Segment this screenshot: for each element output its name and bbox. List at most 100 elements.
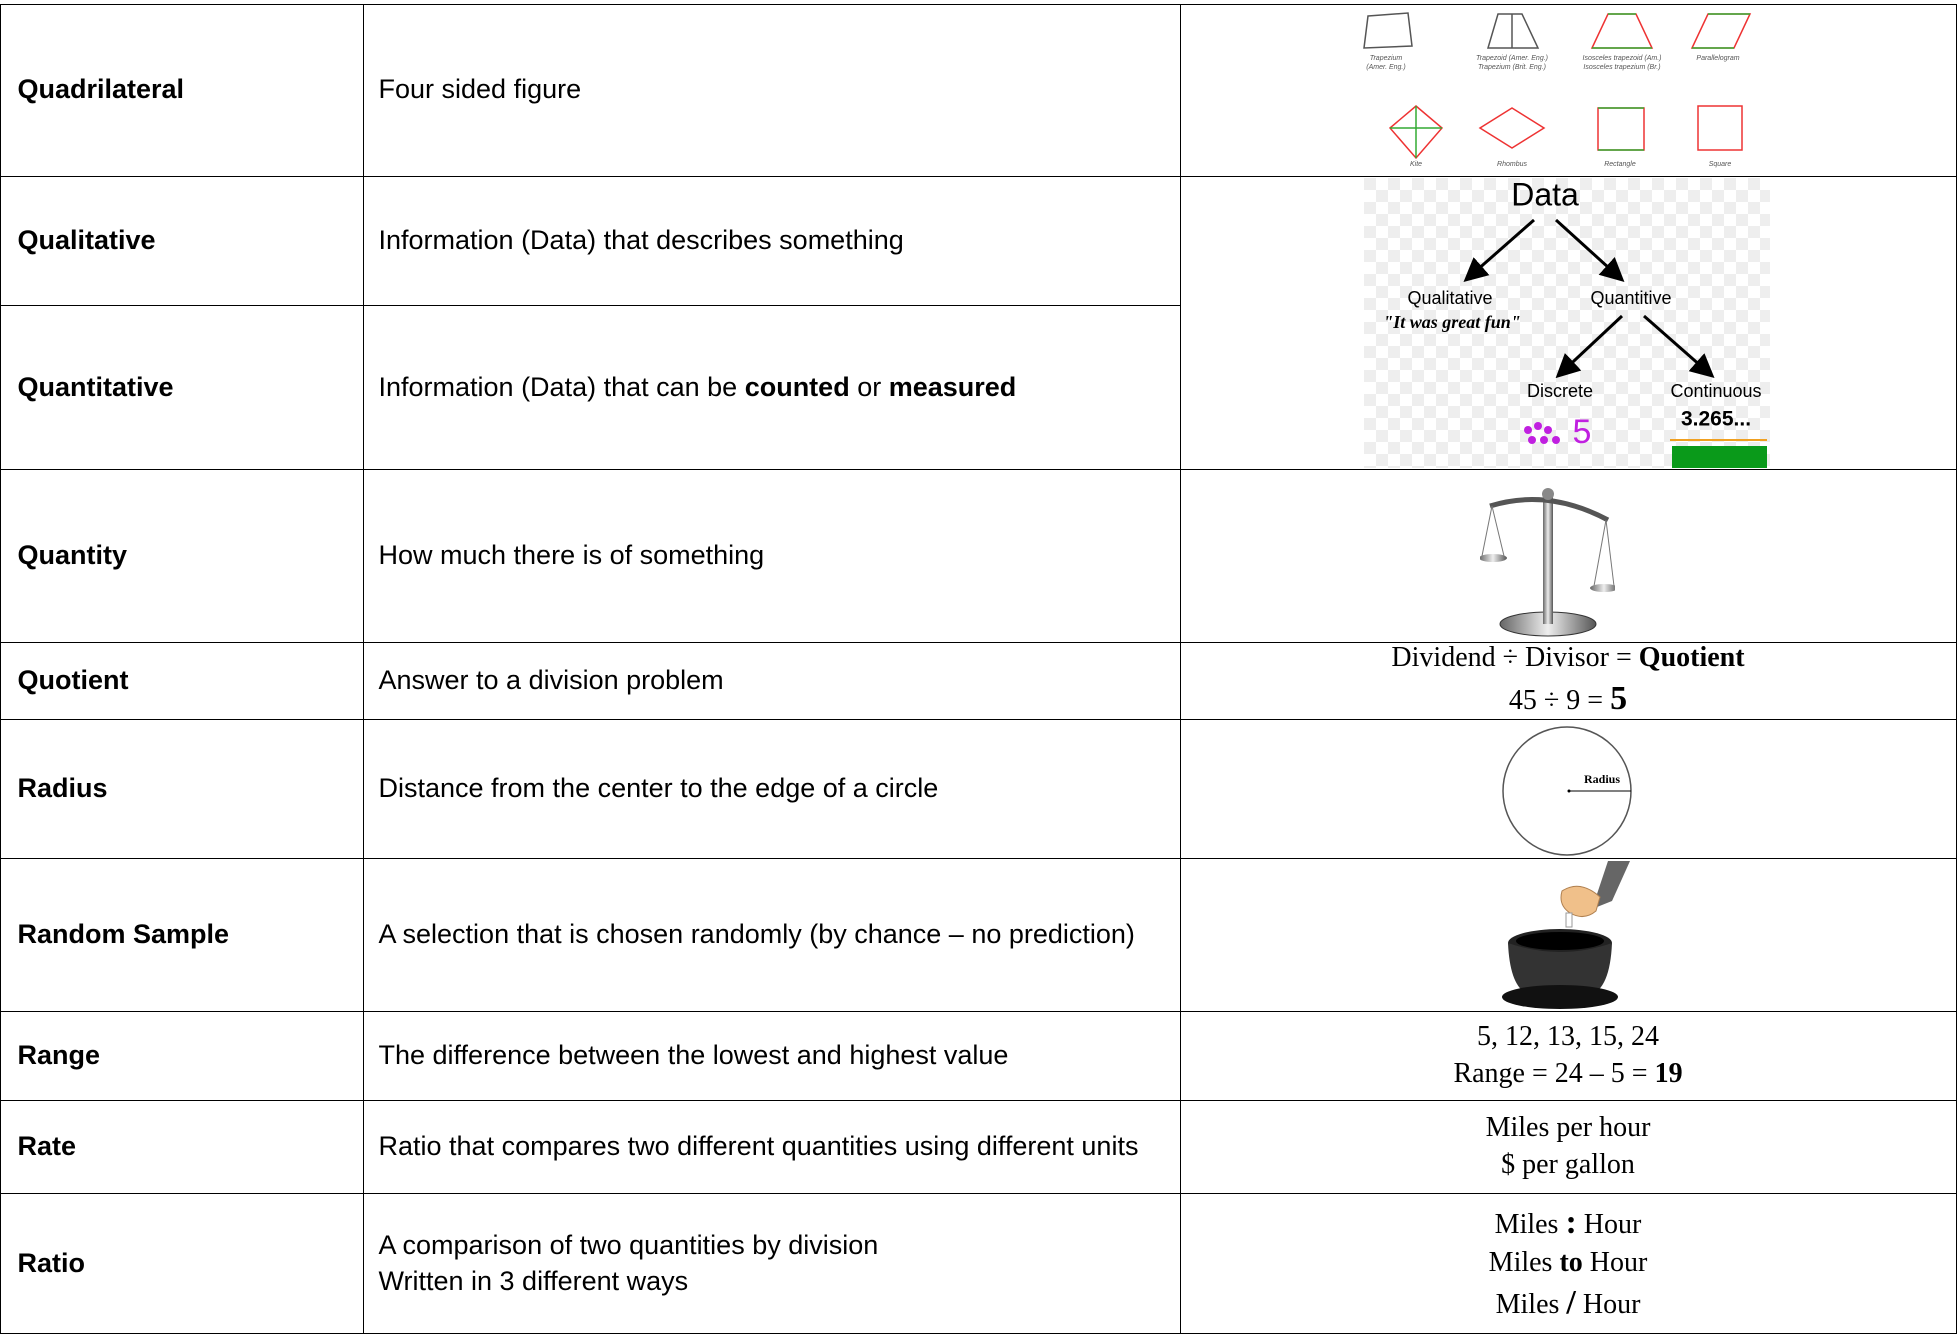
example-text: Dividend ÷ Divisor = Quotient 45 ÷ 9 = 5 xyxy=(1391,640,1744,721)
example-segment: 45 ÷ 9 = xyxy=(1508,684,1611,716)
example-text: Miles per hour $ per gallon xyxy=(1486,1110,1651,1183)
term-cell: Radius xyxy=(0,719,364,859)
example-segment: 5, 12, 13, 15, 24 xyxy=(1477,1021,1659,1053)
definition-line: How much there is of something xyxy=(379,537,765,573)
diagram-node: Discrete xyxy=(1527,381,1593,401)
example-segment: Miles per hour xyxy=(1485,1112,1651,1144)
definition-segment: Information (Data) that describes someth… xyxy=(378,225,904,256)
definition-line: The difference between the lowest and hi… xyxy=(379,1037,1009,1073)
example-segment: Range = 24 – 5 = xyxy=(1453,1057,1655,1089)
definition-line: A selection that is chosen randomly (by … xyxy=(379,916,1135,952)
example-segment: / xyxy=(1566,1284,1576,1322)
definition-segment: Four sided figure xyxy=(378,74,582,105)
definition-line: Answer to a division problem xyxy=(379,662,724,698)
definition-text: How much there is of something xyxy=(379,537,765,573)
example-cell: 5, 12, 13, 15, 24 Range = 24 – 5 = 19 xyxy=(1180,1011,1957,1101)
example-cell: Miles per hour $ per gallon xyxy=(1180,1100,1957,1194)
term-cell: Quantitative xyxy=(0,305,364,470)
quadrilateral-label: Trapezium (Brit. Eng.) xyxy=(1478,64,1546,71)
hat-picture xyxy=(1502,861,1630,1009)
example-text: Miles : Hour Miles to Hour Miles / Hour xyxy=(1489,1201,1648,1326)
definition-segment: A selection that is chosen randomly (by … xyxy=(378,919,1135,950)
term: Ratio xyxy=(17,1247,86,1278)
example-cell xyxy=(1180,719,1957,859)
example-segment: Hour xyxy=(1576,1208,1642,1240)
definition-cell: Information (Data) that describes someth… xyxy=(363,176,1181,306)
example-cell xyxy=(1180,858,1957,1012)
definition-text: Four sided figure xyxy=(379,71,582,107)
diagram-node: Quantitive xyxy=(1590,288,1671,308)
term-cell: Range xyxy=(0,1011,364,1101)
example-segment: Hour xyxy=(1575,1289,1641,1321)
definition-segment: Distance from the center to the edge of … xyxy=(378,773,939,804)
quadrilateral-label: Isosceles trapezium (Br.) xyxy=(1583,64,1660,71)
diagram-discrete-example: 5 xyxy=(1573,413,1592,451)
term: Qualitative xyxy=(17,225,156,255)
term-cell: Ratio xyxy=(0,1193,364,1334)
example-cell: Miles : Hour Miles to Hour Miles / Hour xyxy=(1180,1193,1957,1334)
example-segment: to xyxy=(1559,1246,1583,1278)
example-line: Range = 24 – 5 = 19 xyxy=(1453,1056,1682,1092)
quadrilateral-label: (Amer. Eng.) xyxy=(1366,64,1405,71)
definition-segment: measured xyxy=(888,371,1017,402)
example-line: 5, 12, 13, 15, 24 xyxy=(1453,1019,1682,1055)
definition-line: Ratio that compares two different quanti… xyxy=(379,1128,1139,1164)
example-line: Dividend ÷ Divisor = Quotient xyxy=(1391,640,1744,676)
example-text: 5, 12, 13, 15, 24 Range = 24 – 5 = 19 xyxy=(1453,1019,1682,1092)
definition-cell: How much there is of something xyxy=(363,469,1181,643)
quadrilateral-label: Square xyxy=(1709,161,1732,168)
data-diagram: Data Qualitative Quantitive "It was grea… xyxy=(1364,178,1770,468)
diagram-quote: "It was great fun" xyxy=(1383,312,1521,332)
term: Quantity xyxy=(17,540,128,570)
term: Quotient xyxy=(17,665,129,695)
definition-text: Information (Data) that can be counted o… xyxy=(379,369,1017,405)
definition-cell: Ratio that compares two different quanti… xyxy=(363,1100,1181,1194)
example-line: Miles : Hour xyxy=(1489,1201,1648,1245)
example-cell: Dividend ÷ Divisor = Quotient 45 ÷ 9 = 5 xyxy=(1180,640,1957,721)
quadrilateral-label: Trapezium xyxy=(1370,55,1403,62)
example-segment: Miles xyxy=(1488,1246,1560,1278)
definition-cell: Distance from the center to the edge of … xyxy=(363,719,1181,859)
example-cell xyxy=(1180,176,1957,470)
definition-line: Distance from the center to the edge of … xyxy=(379,770,939,806)
definition-segment: Ratio that compares two different quanti… xyxy=(378,1131,1139,1162)
quadrilateral-label: Rectangle xyxy=(1604,161,1636,168)
term-cell: Quantity xyxy=(0,469,364,643)
diagram-node: Qualitative xyxy=(1407,288,1492,308)
definition-segment: Information (Data) that can be xyxy=(378,371,745,402)
definition-segment: Answer to a division problem xyxy=(378,665,724,696)
term-cell: Rate xyxy=(0,1100,364,1194)
example-line: Miles to Hour xyxy=(1489,1245,1648,1281)
definition-text: Ratio that compares two different quanti… xyxy=(379,1128,1139,1164)
definition-segment: A comparison of two quantities by divisi… xyxy=(378,1229,879,1260)
term: Radius xyxy=(17,773,108,803)
example-cell xyxy=(1180,3,1957,177)
quadrilateral-label: Kite xyxy=(1410,161,1422,168)
example-segment: Hour xyxy=(1582,1246,1648,1278)
definition-line: Information (Data) that can be counted o… xyxy=(379,369,1017,405)
definition-text: Answer to a division problem xyxy=(379,662,724,698)
definition-text: A comparison of two quantities by divisi… xyxy=(379,1227,879,1300)
example-segment: Dividend ÷ Divisor = xyxy=(1391,642,1639,674)
definition-cell: Four sided figure xyxy=(363,3,1181,177)
example-line: Miles per hour xyxy=(1486,1110,1651,1146)
definition-segment: How much there is of something xyxy=(378,540,765,571)
definition-text: Distance from the center to the edge of … xyxy=(379,770,939,806)
diagram-root: Data xyxy=(1511,178,1579,212)
example-segment: Quotient xyxy=(1638,642,1745,674)
quadrilateral-label: Trapezoid (Amer. Eng.) xyxy=(1476,55,1548,62)
example-segment: : xyxy=(1565,1203,1577,1241)
definition-segment: or xyxy=(849,371,889,402)
example-line: 45 ÷ 9 = 5 xyxy=(1391,677,1744,721)
definition-text: Information (Data) that describes someth… xyxy=(379,222,904,258)
definition-line: Four sided figure xyxy=(379,71,582,107)
quadrilateral-label: Parallelogram xyxy=(1696,55,1739,62)
term-cell: Random Sample xyxy=(0,858,364,1012)
term: Random Sample xyxy=(17,919,230,949)
example-segment: $ per gallon xyxy=(1501,1148,1635,1180)
example-cell xyxy=(1180,469,1957,643)
definition-line: A comparison of two quantities by divisi… xyxy=(379,1227,879,1263)
definition-text: The difference between the lowest and hi… xyxy=(379,1037,1009,1073)
definition-line: Written in 3 different ways xyxy=(379,1263,879,1299)
